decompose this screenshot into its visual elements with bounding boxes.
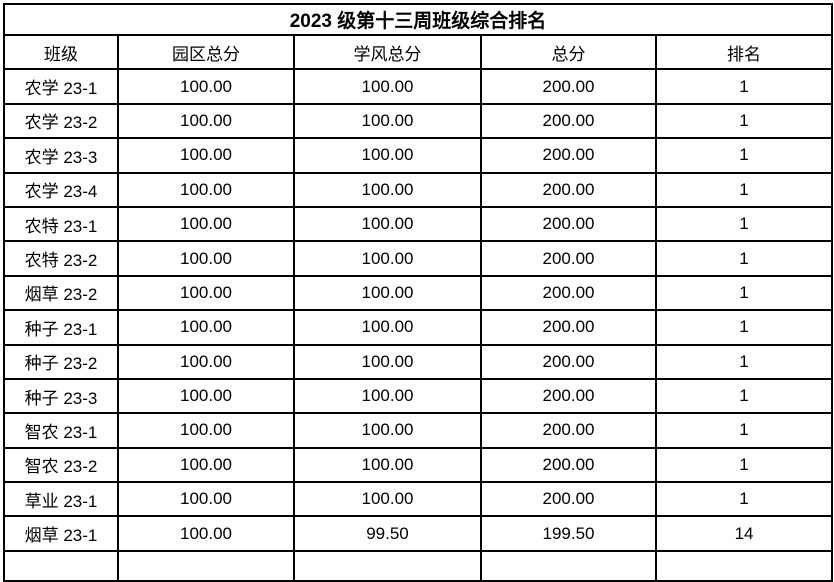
cell-campus-score: 100.00 (117, 481, 295, 518)
cell-study-score: 100.00 (293, 412, 482, 449)
cell-study-score: 100.00 (293, 68, 482, 105)
cell-class: 农学 23-3 (3, 137, 119, 174)
cell-rank: 1 (654, 309, 834, 346)
cell-class: 智农 23-2 (3, 446, 119, 484)
cell-total-score: 200.00 (480, 309, 657, 346)
table-row: 农特 23-1 100.00 100.00 200.00 1 (3, 205, 834, 243)
cell-study-score: 100.00 (293, 274, 482, 312)
cell-empty (480, 549, 657, 582)
cell-study-score: 99.50 (293, 515, 482, 552)
table-row: 智农 23-2 100.00 100.00 200.00 1 (3, 446, 834, 484)
class-ranking-table: 2023 级第十三周班级综合排名 班级 园区总分 学风总分 总分 排名 农学 23-1 1… (2, 3, 834, 582)
cell-campus-score: 100.00 (117, 68, 295, 105)
column-header-campus-score: 园区总分 (117, 33, 295, 71)
cell-study-score: 100.00 (293, 309, 482, 346)
cell-campus-score: 100.00 (117, 309, 295, 346)
cell-class: 农学 23-2 (3, 102, 119, 140)
cell-study-score: 100.00 (293, 205, 482, 243)
cell-campus-score: 100.00 (117, 240, 295, 277)
cell-total-score: 199.50 (480, 515, 657, 552)
cell-total-score: 200.00 (480, 446, 657, 484)
cell-rank: 1 (654, 481, 834, 518)
cell-class: 草业 23-1 (3, 481, 119, 518)
table-row: 种子 23-1 100.00 100.00 200.00 1 (3, 309, 834, 346)
cell-rank: 1 (654, 377, 834, 415)
cell-class: 种子 23-3 (3, 377, 119, 415)
cell-total-score: 200.00 (480, 240, 657, 277)
table-row: 草业 23-1 100.00 100.00 200.00 1 (3, 481, 834, 518)
cell-study-score: 100.00 (293, 446, 482, 484)
cell-total-score: 200.00 (480, 377, 657, 415)
cell-empty (654, 549, 834, 582)
cell-campus-score: 100.00 (117, 102, 295, 140)
cell-class: 农特 23-2 (3, 240, 119, 277)
table-row: 农学 23-4 100.00 100.00 200.00 1 (3, 171, 834, 208)
cell-total-score: 200.00 (480, 412, 657, 449)
cell-empty (293, 549, 482, 582)
cell-class: 农学 23-4 (3, 171, 119, 208)
cell-campus-score: 100.00 (117, 343, 295, 380)
table-row: 烟草 23-1 100.00 99.50 199.50 14 (3, 515, 834, 552)
cell-total-score: 200.00 (480, 274, 657, 312)
cell-class: 智农 23-1 (3, 412, 119, 449)
table-row: 种子 23-2 100.00 100.00 200.00 1 (3, 343, 834, 380)
cell-empty (117, 549, 295, 582)
cell-rank: 1 (654, 412, 834, 449)
header-row: 班级 园区总分 学风总分 总分 排名 (3, 33, 834, 71)
cell-class: 农学 23-1 (3, 68, 119, 105)
cell-total-score: 200.00 (480, 68, 657, 105)
cell-total-score: 200.00 (480, 481, 657, 518)
cell-campus-score: 100.00 (117, 515, 295, 552)
cell-rank: 1 (654, 343, 834, 380)
column-header-class: 班级 (3, 33, 119, 71)
cell-rank: 1 (654, 68, 834, 105)
cell-campus-score: 100.00 (117, 446, 295, 484)
table-row: 智农 23-1 100.00 100.00 200.00 1 (3, 412, 834, 449)
cell-rank: 1 (654, 205, 834, 243)
cell-class: 种子 23-2 (3, 343, 119, 380)
cell-total-score: 200.00 (480, 343, 657, 380)
table-row-clipped (3, 549, 834, 582)
cell-study-score: 100.00 (293, 102, 482, 140)
cell-total-score: 200.00 (480, 205, 657, 243)
cell-campus-score: 100.00 (117, 274, 295, 312)
cell-study-score: 100.00 (293, 240, 482, 277)
cell-study-score: 100.00 (293, 343, 482, 380)
cell-rank: 14 (654, 515, 834, 552)
table-row: 烟草 23-2 100.00 100.00 200.00 1 (3, 274, 834, 312)
cell-rank: 1 (654, 171, 834, 208)
cell-campus-score: 100.00 (117, 377, 295, 415)
table-row: 种子 23-3 100.00 100.00 200.00 1 (3, 377, 834, 415)
cell-empty (3, 549, 119, 582)
cell-campus-score: 100.00 (117, 137, 295, 174)
cell-class: 烟草 23-2 (3, 274, 119, 312)
table-title: 2023 级第十三周班级综合排名 (2, 3, 834, 36)
cell-total-score: 200.00 (480, 137, 657, 174)
table-row: 农学 23-2 100.00 100.00 200.00 1 (3, 102, 834, 140)
cell-class: 种子 23-1 (3, 309, 119, 346)
column-header-total-score: 总分 (480, 33, 657, 71)
cell-total-score: 200.00 (480, 102, 657, 140)
cell-rank: 1 (654, 240, 834, 277)
cell-campus-score: 100.00 (117, 412, 295, 449)
table-row: 农学 23-1 100.00 100.00 200.00 1 (3, 68, 834, 105)
cell-class: 农特 23-1 (3, 205, 119, 243)
cell-study-score: 100.00 (293, 481, 482, 518)
cell-study-score: 100.00 (293, 137, 482, 174)
cell-study-score: 100.00 (293, 171, 482, 208)
column-header-rank: 排名 (654, 33, 834, 71)
cell-rank: 1 (654, 137, 834, 174)
cell-campus-score: 100.00 (117, 205, 295, 243)
cell-campus-score: 100.00 (117, 171, 295, 208)
cell-study-score: 100.00 (293, 377, 482, 415)
cell-class: 烟草 23-1 (3, 515, 119, 552)
cell-total-score: 200.00 (480, 171, 657, 208)
table-row: 农特 23-2 100.00 100.00 200.00 1 (3, 240, 834, 277)
cell-rank: 1 (654, 446, 834, 484)
cell-rank: 1 (654, 102, 834, 140)
title-row: 2023 级第十三周班级综合排名 (2, 3, 834, 36)
table-row: 农学 23-3 100.00 100.00 200.00 1 (3, 137, 834, 174)
cell-rank: 1 (654, 274, 834, 312)
column-header-study-score: 学风总分 (293, 33, 482, 71)
